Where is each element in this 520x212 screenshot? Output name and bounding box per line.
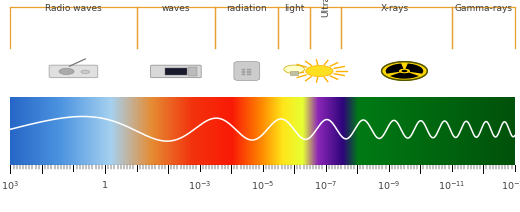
Circle shape [399,69,409,73]
Text: Micro-
waves: Micro- waves [162,0,190,13]
Bar [247,74,251,75]
Bar [247,69,251,70]
FancyBboxPatch shape [49,65,98,78]
Bar [242,69,245,70]
Text: $10^{-11}$: $10^{-11}$ [438,179,465,192]
Wedge shape [386,63,404,74]
Circle shape [306,66,332,76]
Text: $10^3$: $10^3$ [2,179,19,192]
Bar [188,67,197,76]
Text: Gamma-rays: Gamma-rays [454,4,512,13]
Circle shape [382,62,427,80]
Circle shape [59,68,74,74]
Circle shape [306,66,333,77]
Text: $10^{-5}$: $10^{-5}$ [251,179,274,192]
Bar [290,71,298,75]
Circle shape [401,70,408,72]
Text: $10^{-7}$: $10^{-7}$ [314,179,337,192]
FancyBboxPatch shape [151,65,201,78]
Text: Visible
light: Visible light [279,0,309,13]
Circle shape [81,70,89,74]
FancyBboxPatch shape [234,61,260,81]
Bar [165,68,187,75]
Bar [242,71,245,73]
Text: $10^{-13}$: $10^{-13}$ [501,179,520,192]
Circle shape [309,67,329,75]
Text: Radio waves: Radio waves [45,4,102,13]
Text: Ultraviolet: Ultraviolet [321,0,330,17]
Bar [247,71,251,73]
Wedge shape [390,73,419,79]
Text: X-rays: X-rays [381,4,409,13]
Text: Infrared
radiation: Infrared radiation [227,0,267,13]
Circle shape [284,65,304,74]
Text: $10^{-9}$: $10^{-9}$ [377,179,400,192]
Text: $10^{-3}$: $10^{-3}$ [188,179,211,192]
Text: $1$: $1$ [101,179,109,190]
Wedge shape [406,63,423,74]
Bar [242,74,245,75]
Circle shape [304,65,335,77]
